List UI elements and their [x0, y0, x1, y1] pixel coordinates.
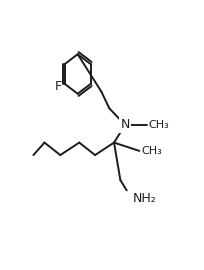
Text: NH₂: NH₂ — [133, 192, 157, 205]
Text: CH₃: CH₃ — [149, 120, 170, 130]
Text: CH₃: CH₃ — [142, 146, 162, 156]
Text: F: F — [55, 80, 62, 93]
Text: N: N — [120, 119, 130, 131]
